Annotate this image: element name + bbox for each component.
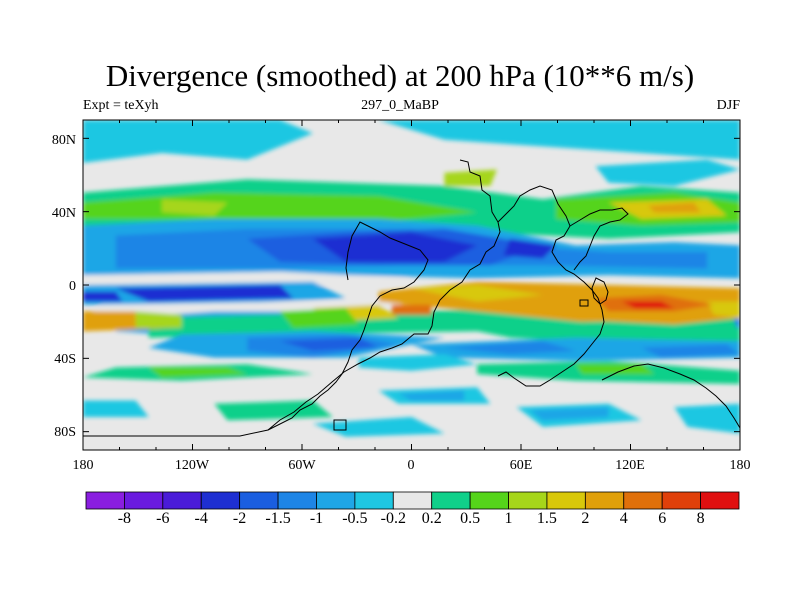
contour-region-strong-neg (503, 238, 556, 259)
contour-region-mid-neg (641, 344, 740, 358)
y-tick-label-0: 0 (69, 279, 76, 294)
colorbar-swatch (661, 491, 701, 510)
contour-region-neutral (83, 298, 445, 318)
y-tick-label-40n: 40N (51, 206, 76, 221)
experiment-label: Expt = teXyh (83, 98, 159, 113)
contour-region-mid-pos (444, 169, 497, 186)
x-tick-label-60e: 60E (509, 458, 533, 473)
contour-region-strong-neg (83, 291, 123, 302)
colorbar-swatch (354, 491, 394, 510)
contour-region-weak-pos (575, 364, 655, 375)
contour-region-mid-neg (444, 341, 576, 355)
contour-region-pos (411, 285, 543, 302)
colorbar-swatch (85, 491, 125, 510)
contour-region-mid-pos (161, 199, 228, 216)
colorbar-label: -4 (194, 510, 208, 527)
y-tick-label-80s: 80S (54, 425, 76, 440)
contour-region-faint-neg (595, 159, 740, 186)
colorbar-label: 4 (619, 510, 628, 527)
x-tick-label-60w: 60W (288, 458, 316, 473)
contour-region-weak-neg (529, 407, 609, 421)
contour-region-strong-pos (83, 311, 136, 325)
colorbar-swatch (546, 491, 586, 510)
contour-region-mid-pos (135, 311, 182, 328)
colorbar-label: 6 (658, 510, 667, 527)
contour-region-pos (707, 301, 740, 318)
contour-region-faint-neg (83, 120, 313, 163)
americas-outline (83, 159, 501, 437)
axis-ticks (82, 120, 741, 450)
asia-outline (569, 207, 629, 271)
map-title: Divergence (smoothed) at 200 hPa (10**6 … (105, 58, 695, 93)
colorbar-swatch (700, 491, 740, 510)
maritime-outline (591, 277, 609, 305)
contour-region-strong-neg (312, 232, 478, 262)
colorbar-label: -0.5 (342, 510, 368, 527)
colorbar (85, 491, 740, 510)
contour-region-weak-pos (83, 192, 478, 223)
x-tick-label-120w: 120W (174, 458, 210, 473)
divergence-field (83, 120, 740, 450)
contour-region-faint-pos (444, 321, 740, 345)
contour-region-faint-neg (83, 400, 149, 417)
contour-region-weak-neg (398, 390, 465, 401)
x-tick-label-180e: 180 (729, 458, 751, 473)
colorbar-label: 0.5 (460, 510, 481, 527)
contour-region-faint-neg (358, 354, 478, 371)
contour-region-max (621, 301, 675, 309)
colorbar-swatch (277, 491, 317, 510)
y-tick-label-40s: 40S (54, 352, 76, 367)
australia-outline (601, 363, 740, 429)
colorbar-label: 2 (581, 510, 590, 527)
colorbar-label: 8 (696, 510, 705, 527)
small-island-outline (579, 299, 589, 307)
run-label: 297_0_MaBP (361, 98, 439, 113)
colorbar-label: -2 (232, 510, 247, 527)
colorbar-swatch (431, 491, 471, 510)
colorbar-swatch (584, 491, 625, 510)
contour-region-faint-neg (378, 120, 740, 160)
contour-region-hot (391, 304, 432, 315)
topography-outline (83, 159, 740, 437)
colorbar-label: -0.2 (380, 510, 406, 527)
y-tick-label-80n: 80N (51, 133, 76, 148)
contour-region-faint-pos (214, 400, 333, 421)
afro-eurasia-outline (497, 185, 605, 387)
colorbar-swatch (623, 491, 663, 510)
colorbar-swatch (200, 491, 241, 510)
colorbar-swatch (162, 491, 202, 510)
x-tick-label-180w: 180 (72, 458, 94, 473)
contour-region-weak-pos (280, 308, 359, 328)
andes-outline (267, 221, 429, 431)
south-coast-outline (333, 419, 347, 431)
x-tick-label-120e: 120E (615, 458, 645, 473)
colorbar-swatch (239, 491, 279, 510)
colorbar-label: -1 (309, 510, 324, 527)
contour-region-strong-neg (115, 285, 294, 302)
colorbar-swatch (469, 491, 509, 510)
colorbar-swatch (124, 491, 164, 510)
colorbar-label: 1.5 (536, 510, 557, 527)
colorbar-swatch (316, 491, 356, 510)
colorbar-swatch (392, 491, 433, 510)
colorbar-label: 1 (504, 510, 513, 527)
contour-region-weak-pos (148, 367, 248, 378)
colorbar-label: -6 (156, 510, 170, 527)
contour-region-faint-neg (674, 403, 740, 434)
contour-region-strong-pos (648, 202, 701, 213)
x-tick-label-0: 0 (407, 458, 415, 473)
colorbar-label: 0.2 (421, 510, 442, 527)
colorbar-label: -8 (117, 510, 132, 527)
colorbar-swatch (508, 491, 548, 510)
season-label: DJF (716, 98, 740, 113)
colorbar-label: -1.5 (265, 510, 291, 527)
